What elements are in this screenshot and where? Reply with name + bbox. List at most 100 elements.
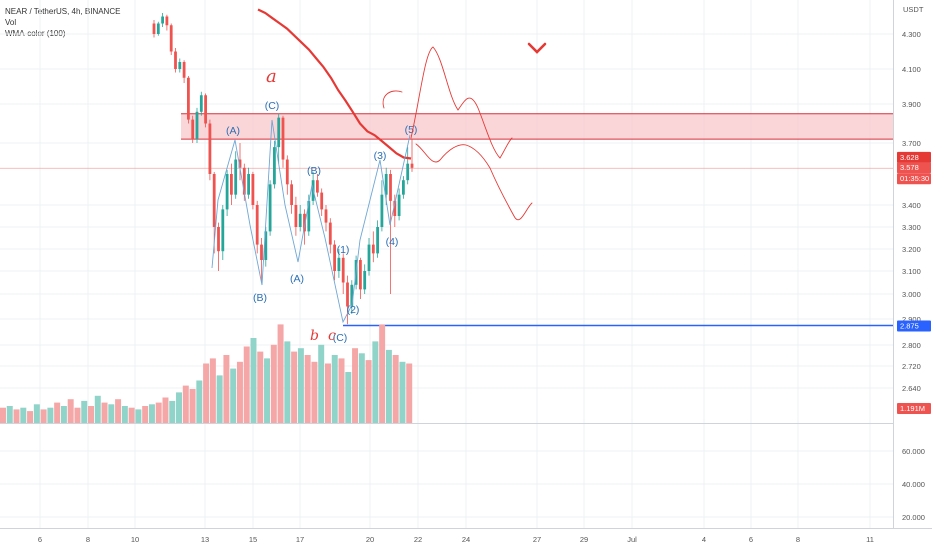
volume-bar[interactable] [216, 375, 223, 423]
candle[interactable] [393, 200, 397, 216]
candle[interactable] [251, 174, 255, 205]
volume-bar[interactable] [243, 346, 250, 424]
candle[interactable] [290, 184, 293, 205]
candle[interactable] [195, 111, 199, 140]
candle[interactable] [384, 174, 388, 195]
volume-bar[interactable] [54, 402, 61, 423]
volume-bar[interactable] [372, 341, 379, 423]
wma-line[interactable] [257, 8, 412, 160]
resistance-zone[interactable] [181, 113, 893, 140]
volume-bar[interactable] [270, 344, 277, 423]
candle[interactable] [204, 95, 207, 124]
candle[interactable] [397, 194, 401, 216]
countdown-tag[interactable] [897, 173, 931, 185]
volume-bar[interactable] [189, 389, 196, 423]
volume-bar[interactable] [148, 404, 155, 423]
volume-bar[interactable] [379, 324, 386, 423]
volume-bar[interactable] [108, 404, 115, 423]
candle[interactable] [152, 23, 156, 35]
volume-bar[interactable] [250, 338, 257, 423]
volume-bar[interactable] [74, 407, 81, 423]
volume-bar[interactable] [358, 353, 365, 423]
candle[interactable] [316, 180, 319, 193]
candle[interactable] [303, 213, 306, 232]
volume-bar[interactable] [47, 407, 54, 423]
candle[interactable] [333, 244, 336, 271]
candle[interactable] [410, 163, 414, 168]
candle[interactable] [324, 209, 328, 223]
volume-bar[interactable] [284, 341, 291, 423]
candle[interactable] [169, 25, 173, 52]
volume-bar[interactable] [230, 368, 237, 423]
candle[interactable] [285, 159, 289, 185]
candle[interactable] [161, 16, 164, 24]
volume-bar[interactable] [385, 349, 392, 423]
volume-bar[interactable] [101, 402, 108, 423]
candle[interactable] [191, 119, 195, 140]
candle[interactable] [307, 200, 311, 232]
candle[interactable] [298, 213, 302, 227]
volume-bar[interactable] [81, 400, 88, 423]
volume-bar[interactable] [324, 363, 331, 424]
candle[interactable] [294, 205, 298, 227]
candle[interactable] [328, 222, 332, 245]
volume-bar[interactable] [94, 395, 101, 423]
support-price-tag[interactable] [897, 320, 931, 332]
candle[interactable] [225, 174, 229, 210]
candle[interactable] [230, 174, 233, 195]
candle[interactable] [268, 184, 272, 232]
volume-bar[interactable] [142, 406, 149, 423]
candle[interactable] [212, 174, 216, 227]
volume-bar[interactable] [0, 407, 6, 423]
candle[interactable] [260, 244, 263, 260]
candle[interactable] [264, 231, 268, 260]
candle[interactable] [187, 77, 190, 120]
candle[interactable] [208, 123, 212, 175]
volume-bar[interactable] [318, 344, 325, 423]
candle[interactable] [199, 95, 203, 112]
candle[interactable] [320, 192, 324, 210]
volume-bar[interactable] [338, 358, 345, 423]
volume-bar[interactable] [13, 409, 20, 423]
volume-bar[interactable] [169, 400, 176, 423]
volume-bar[interactable] [406, 363, 413, 424]
candle[interactable] [389, 174, 392, 201]
candle[interactable] [255, 205, 259, 245]
volume-bar[interactable] [291, 351, 298, 423]
volume-bar[interactable] [236, 361, 243, 423]
wma-price-tag[interactable] [897, 151, 931, 163]
volume-bar[interactable] [392, 355, 399, 423]
candle[interactable] [337, 257, 341, 271]
volume-bar[interactable] [121, 406, 128, 423]
volume-bar[interactable] [196, 380, 203, 424]
volume-bar[interactable] [352, 348, 359, 423]
volume-bar[interactable] [257, 351, 264, 423]
volume-bar[interactable] [33, 404, 40, 423]
candle[interactable] [217, 227, 220, 252]
candle[interactable] [277, 117, 281, 148]
volume-bar[interactable] [67, 399, 74, 423]
candle[interactable] [359, 260, 362, 290]
candle[interactable] [346, 282, 349, 307]
volume-bar[interactable] [6, 406, 13, 423]
candle[interactable] [165, 16, 169, 26]
volume-bar[interactable] [203, 363, 210, 424]
volume-bar[interactable] [20, 407, 27, 423]
volume-bar[interactable] [128, 407, 135, 423]
volume-bar[interactable] [311, 361, 318, 423]
volume-bar[interactable] [277, 324, 284, 423]
volume-bar[interactable] [365, 360, 372, 423]
candle[interactable] [363, 271, 367, 290]
volume-bar[interactable] [345, 372, 352, 423]
candle[interactable] [406, 163, 410, 181]
candle[interactable] [221, 209, 225, 252]
volume-bar[interactable] [304, 355, 311, 423]
volume-bar[interactable] [88, 406, 94, 423]
candle[interactable] [247, 174, 250, 195]
volume-bar[interactable] [162, 397, 169, 424]
candle[interactable] [402, 180, 405, 195]
volume-bar[interactable] [135, 409, 142, 423]
volume-bar[interactable] [60, 406, 67, 423]
volume-bar[interactable] [176, 392, 183, 423]
